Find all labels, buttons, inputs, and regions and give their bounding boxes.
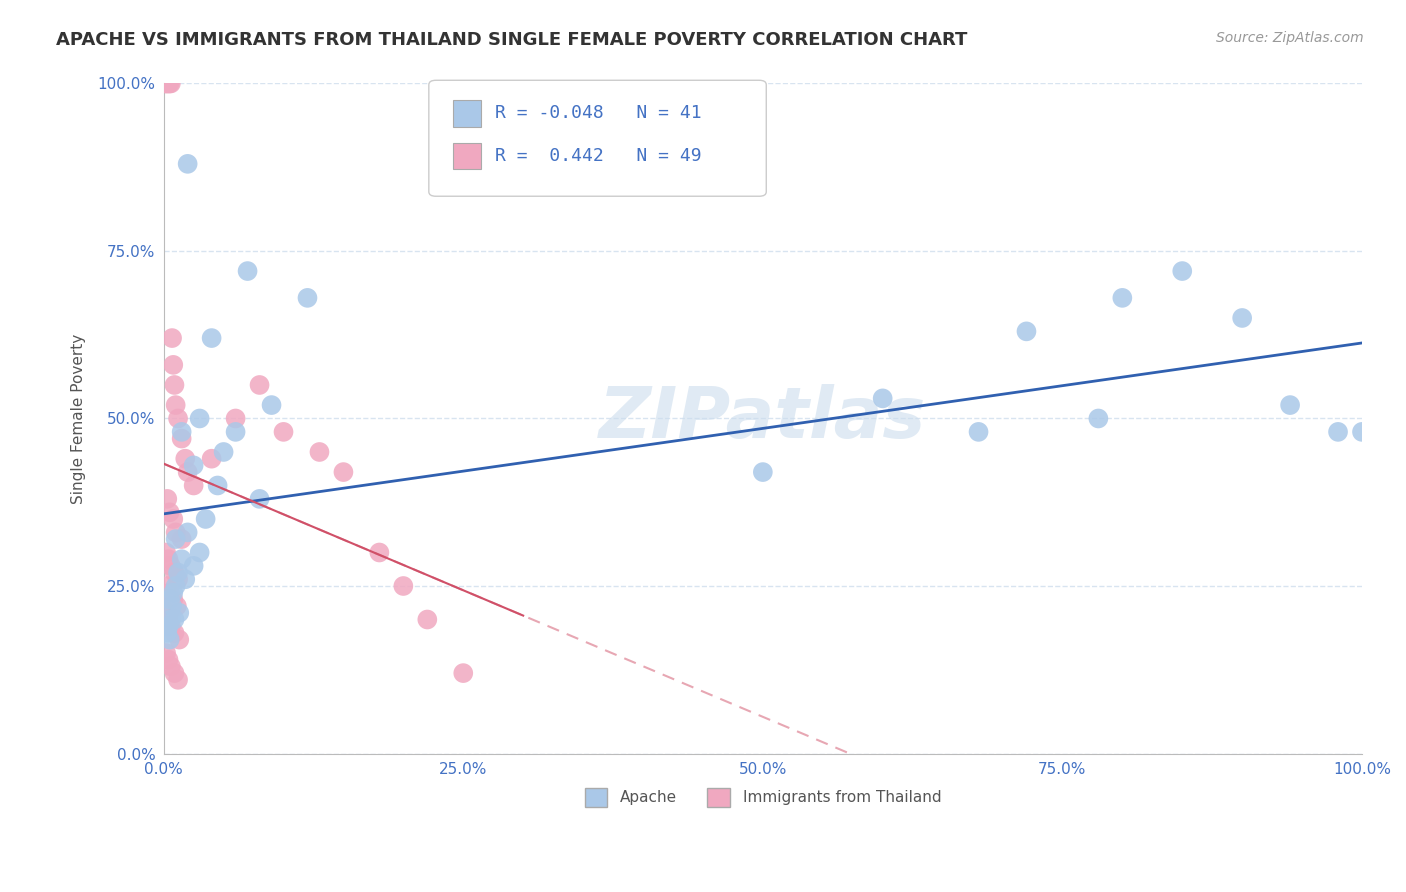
Point	[163, 666, 186, 681]
Point	[1111, 291, 1133, 305]
Point	[155, 77, 177, 91]
Point	[225, 425, 247, 439]
Point	[163, 566, 186, 580]
Point	[162, 585, 184, 599]
Point	[332, 465, 354, 479]
Point	[297, 291, 319, 305]
Point	[156, 77, 179, 91]
Point	[153, 77, 176, 91]
Point	[157, 613, 180, 627]
Point	[162, 592, 184, 607]
Point	[174, 572, 197, 586]
Point	[170, 432, 193, 446]
Point	[167, 632, 190, 647]
Point	[167, 673, 190, 687]
Text: APACHE VS IMMIGRANTS FROM THAILAND SINGLE FEMALE POVERTY CORRELATION CHART: APACHE VS IMMIGRANTS FROM THAILAND SINGL…	[56, 31, 967, 49]
Point	[176, 465, 198, 479]
Point	[159, 505, 181, 519]
Point	[183, 458, 205, 473]
Point	[157, 653, 180, 667]
Point	[165, 579, 187, 593]
Point	[392, 579, 415, 593]
Point	[160, 613, 183, 627]
Point	[1351, 425, 1374, 439]
Point	[183, 478, 205, 492]
Legend: Apache, Immigrants from Thailand: Apache, Immigrants from Thailand	[578, 782, 948, 813]
Point	[1279, 398, 1302, 412]
Point	[308, 445, 330, 459]
Point	[167, 411, 190, 425]
Point	[163, 613, 186, 627]
Point	[249, 378, 271, 392]
Point	[451, 666, 474, 681]
Point	[260, 398, 283, 412]
Point	[174, 451, 197, 466]
Point	[188, 545, 211, 559]
Point	[872, 392, 894, 406]
Point	[1087, 411, 1109, 425]
Point	[1171, 264, 1194, 278]
Point	[165, 532, 187, 546]
Point	[416, 613, 439, 627]
Point	[1015, 324, 1038, 338]
Point	[163, 378, 186, 392]
Point	[163, 626, 186, 640]
Point	[160, 77, 183, 91]
Point	[157, 619, 180, 633]
Point	[159, 632, 181, 647]
Point	[201, 331, 224, 345]
Point	[155, 606, 177, 620]
Point	[156, 579, 179, 593]
Point	[368, 545, 391, 559]
Point	[225, 411, 247, 425]
Point	[170, 532, 193, 546]
Point	[273, 425, 295, 439]
Point	[160, 331, 183, 345]
Point	[166, 599, 188, 613]
Point	[194, 512, 217, 526]
Point	[160, 558, 183, 573]
Point	[188, 411, 211, 425]
Point	[201, 451, 224, 466]
Point	[170, 425, 193, 439]
Point	[1327, 425, 1350, 439]
Point	[165, 525, 187, 540]
Point	[160, 619, 183, 633]
Point	[249, 491, 271, 506]
Point	[752, 465, 775, 479]
Point	[167, 572, 190, 586]
Point	[155, 646, 177, 660]
Point	[157, 77, 180, 91]
Text: R =  0.442   N = 49: R = 0.442 N = 49	[495, 147, 702, 165]
Point	[176, 157, 198, 171]
Point	[167, 606, 190, 620]
Point	[236, 264, 259, 278]
Point	[156, 626, 179, 640]
Point	[160, 599, 183, 613]
Point	[165, 398, 187, 412]
Point	[155, 545, 177, 559]
Point	[159, 592, 181, 607]
Point	[159, 585, 181, 599]
Point	[170, 552, 193, 566]
Text: ZIPatlas: ZIPatlas	[599, 384, 927, 453]
Point	[157, 552, 180, 566]
Point	[207, 478, 229, 492]
Point	[159, 77, 181, 91]
Point	[156, 491, 179, 506]
Point	[967, 425, 990, 439]
Text: Source: ZipAtlas.com: Source: ZipAtlas.com	[1216, 31, 1364, 45]
Text: R = -0.048   N = 41: R = -0.048 N = 41	[495, 104, 702, 122]
Point	[167, 566, 190, 580]
Point	[183, 558, 205, 573]
Point	[176, 525, 198, 540]
Point	[160, 659, 183, 673]
Y-axis label: Single Female Poverty: Single Female Poverty	[72, 334, 86, 504]
Point	[162, 358, 184, 372]
Point	[1230, 310, 1253, 325]
Point	[162, 512, 184, 526]
Point	[212, 445, 235, 459]
